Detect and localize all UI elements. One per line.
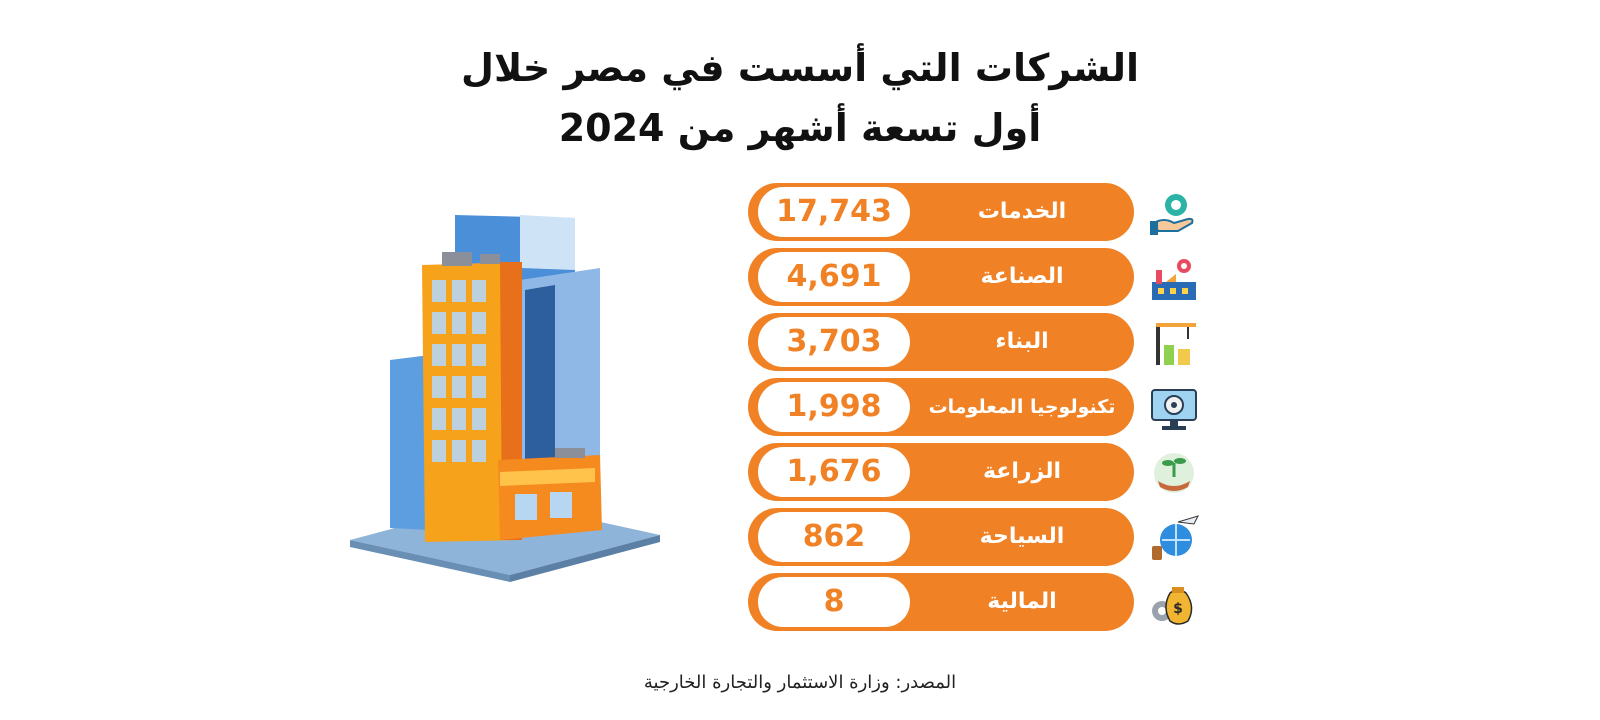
category-label: السياحة: [979, 524, 1065, 549]
category-pill: 17,743 الخدمات: [748, 183, 1134, 241]
category-row: 1,676 الزراعة: [748, 443, 1208, 501]
category-value: 862: [758, 512, 910, 562]
category-value: 4,691: [758, 252, 910, 302]
category-pill: 8 المالية: [748, 573, 1134, 631]
chart-title-line-1: الشركات التي أسست في مصر خلال: [461, 46, 1139, 90]
category-pill: 862 السياحة: [748, 508, 1134, 566]
source-note: المصدر: وزارة الاستثمار والتجارة الخارجي…: [643, 672, 957, 693]
category-value: 1,676: [758, 447, 910, 497]
category-value: 3,703: [758, 317, 910, 367]
category-pill: 1,676 الزراعة: [748, 443, 1134, 501]
category-label: المالية: [987, 589, 1057, 614]
construction-crane-icon: [1156, 323, 1196, 365]
category-label: تكنولوجيا المعلومات: [928, 396, 1116, 418]
category-value: 1,998: [758, 382, 910, 432]
chart-title-line-2: أول تسعة أشهر من 2024: [558, 106, 1042, 150]
category-label: الزراعة: [982, 459, 1062, 484]
it-monitor-gear-icon: [1151, 389, 1197, 430]
category-row: 3,703 البناء: [748, 313, 1208, 371]
category-row: 17,743 الخدمات: [748, 183, 1208, 241]
category-pill: 4,691 الصناعة: [748, 248, 1134, 306]
category-row: 862 السياحة: [748, 508, 1208, 566]
svg-text:$: $: [1173, 601, 1183, 617]
chart-title: الشركات التي أسست في مصر خلال أول تسعة أ…: [0, 38, 1600, 158]
category-value: 8: [758, 577, 910, 627]
category-pill: 1,998 تكنولوجيا المعلومات: [748, 378, 1134, 436]
factory-icon: [1152, 259, 1196, 300]
gear-hand-icon: [1150, 194, 1194, 235]
category-row: 8 المالية $: [748, 573, 1208, 631]
building-illustration: [350, 215, 660, 582]
agriculture-hand-plant-icon: [1154, 453, 1194, 493]
category-value: 17,743: [758, 187, 910, 237]
category-pill: 3,703 البناء: [748, 313, 1134, 371]
finance-money-bag-icon: $: [1152, 587, 1193, 625]
category-label: البناء: [995, 329, 1049, 354]
category-row: 1,998 تكنولوجيا المعلومات: [748, 378, 1208, 436]
category-label: الصناعة: [980, 264, 1064, 289]
tourism-plane-globe-icon: [1152, 515, 1199, 560]
category-row: 4,691 الصناعة: [748, 248, 1208, 306]
category-label: الخدمات: [977, 199, 1067, 224]
